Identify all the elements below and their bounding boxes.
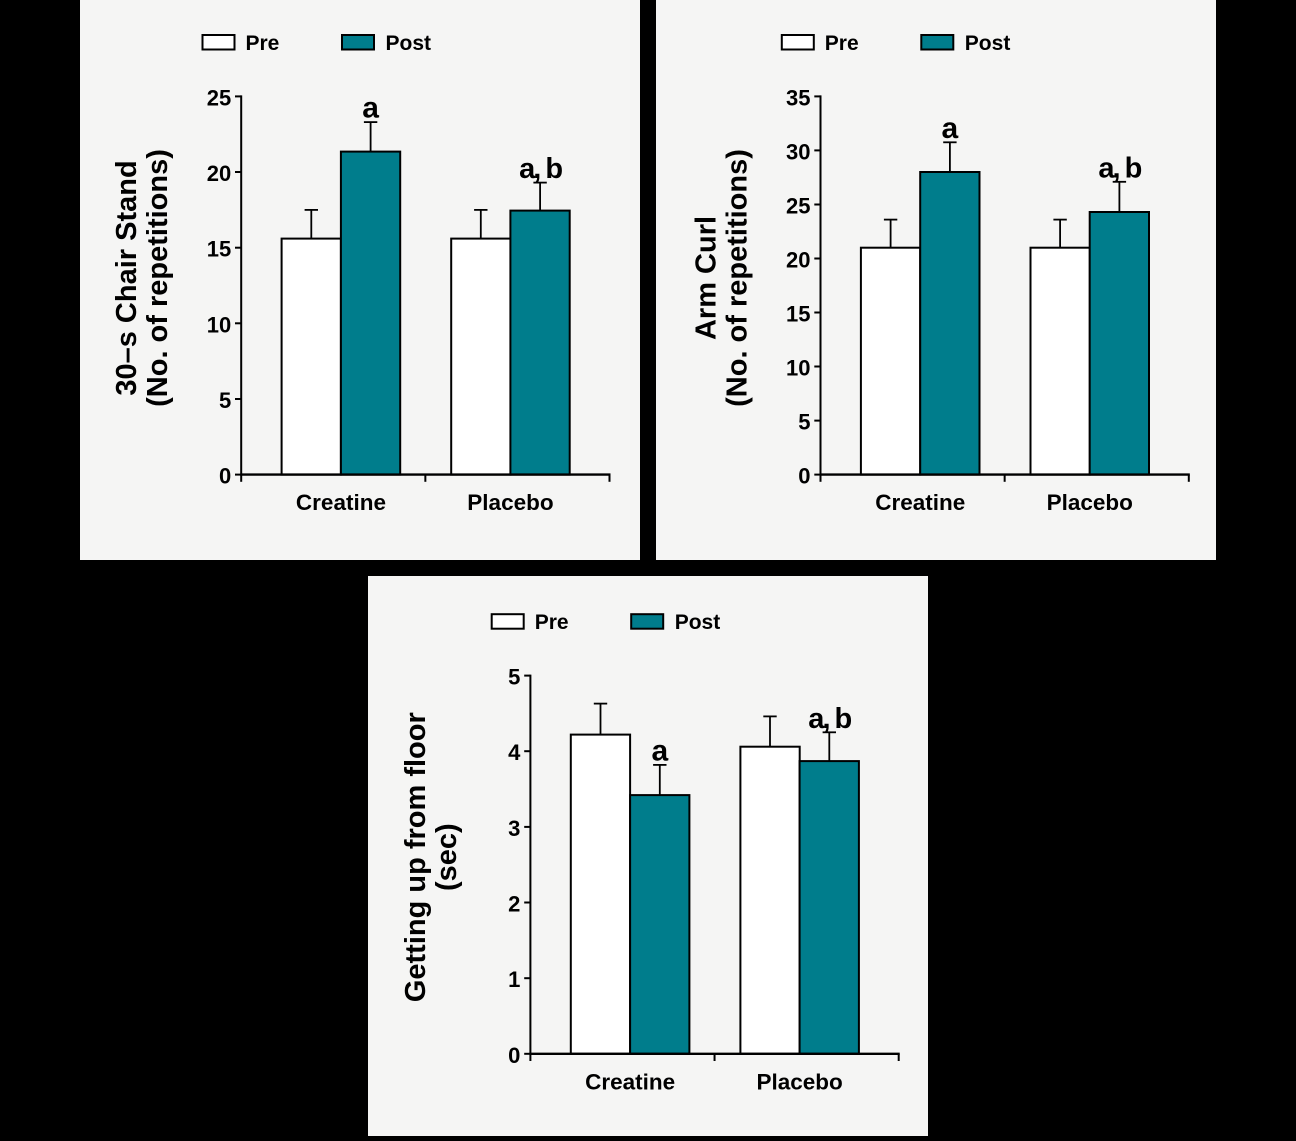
svg-text:25: 25 <box>786 194 810 219</box>
svg-text:3: 3 <box>508 816 520 841</box>
svg-text:10: 10 <box>207 312 231 337</box>
svg-text:Creatine: Creatine <box>296 490 386 515</box>
svg-text:4: 4 <box>508 740 521 765</box>
svg-text:Pre: Pre <box>825 32 859 55</box>
svg-text:0: 0 <box>219 464 231 489</box>
svg-text:10: 10 <box>786 356 810 381</box>
svg-text:25: 25 <box>207 85 231 110</box>
svg-text:Arm Curl: Arm Curl <box>690 216 722 340</box>
svg-text:35: 35 <box>786 85 810 110</box>
svg-text:2: 2 <box>508 892 520 917</box>
svg-text:5: 5 <box>219 388 231 413</box>
svg-text:0: 0 <box>798 464 810 489</box>
svg-text:a, b: a, b <box>1098 152 1141 184</box>
svg-text:a, b: a, b <box>808 703 851 735</box>
svg-text:5: 5 <box>798 410 810 435</box>
svg-text:30–s Chair Stand: 30–s Chair Stand <box>111 160 143 395</box>
svg-text:15: 15 <box>786 302 810 327</box>
svg-text:1: 1 <box>508 967 520 992</box>
svg-text:Placebo: Placebo <box>1047 490 1133 515</box>
svg-text:a: a <box>651 734 668 767</box>
svg-text:a: a <box>942 112 959 145</box>
svg-text:Placebo: Placebo <box>757 1069 843 1094</box>
svg-text:(No. of repetitions): (No. of repetitions) <box>142 149 174 407</box>
svg-text:20: 20 <box>786 248 810 273</box>
svg-text:20: 20 <box>207 161 231 186</box>
svg-text:Post: Post <box>965 32 1011 55</box>
svg-text:Pre: Pre <box>246 32 280 55</box>
svg-text:a: a <box>362 92 379 125</box>
svg-text:(No. of repetitions): (No. of repetitions) <box>721 149 753 407</box>
svg-text:0: 0 <box>508 1043 520 1068</box>
svg-text:30: 30 <box>786 139 810 164</box>
svg-text:Creatine: Creatine <box>585 1069 675 1094</box>
svg-text:Pre: Pre <box>535 611 569 634</box>
svg-text:15: 15 <box>207 237 231 262</box>
svg-text:Post: Post <box>386 32 432 55</box>
svg-text:5: 5 <box>508 665 520 690</box>
svg-text:Placebo: Placebo <box>467 490 553 515</box>
svg-text:Getting up from floor: Getting up from floor <box>400 712 432 1002</box>
svg-text:(sec): (sec) <box>431 823 463 891</box>
svg-text:Post: Post <box>675 611 721 634</box>
svg-text:Creatine: Creatine <box>875 490 965 515</box>
svg-text:a, b: a, b <box>519 153 562 185</box>
